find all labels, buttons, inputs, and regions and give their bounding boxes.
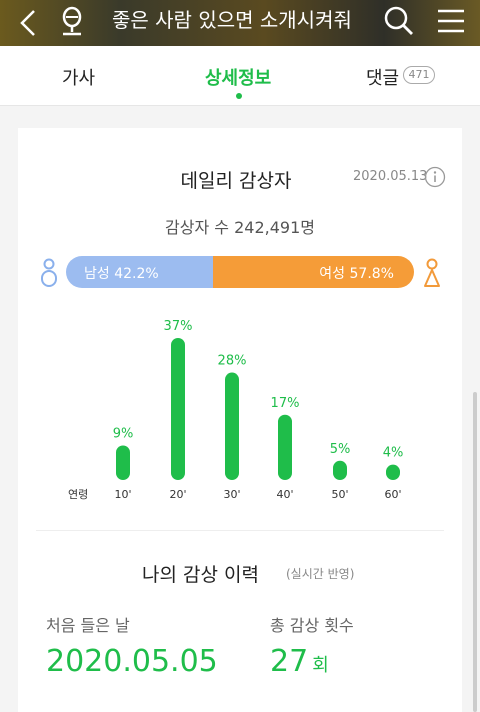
age-percent-label: 4% bbox=[383, 446, 404, 461]
comment-count-badge: 471 bbox=[403, 66, 435, 84]
active-tab-indicator bbox=[236, 93, 242, 99]
history-title: 나의 감상 이력 bbox=[142, 564, 259, 586]
age-bar-30 bbox=[225, 372, 239, 480]
age-bar-20 bbox=[171, 338, 185, 480]
male-icon bbox=[41, 258, 57, 287]
history-subtitle: (실시간 반영) bbox=[286, 567, 355, 581]
scrollbar[interactable] bbox=[473, 392, 477, 712]
age-bar-10 bbox=[116, 445, 130, 480]
stats-date: 2020.05.13 bbox=[353, 169, 428, 184]
gender-ratio-bar: 남성 42.2% 여성 57.8% bbox=[66, 256, 414, 288]
back-icon[interactable] bbox=[14, 6, 44, 40]
age-bar-50 bbox=[333, 460, 347, 480]
total-listens-count: 27 bbox=[270, 644, 309, 679]
female-ratio-label: 여성 57.8% bbox=[319, 266, 394, 282]
age-category-label: 10' bbox=[114, 488, 131, 501]
age-category-label: 60' bbox=[384, 488, 401, 501]
age-percent-label: 17% bbox=[271, 396, 300, 411]
age-percent-label: 9% bbox=[113, 426, 134, 441]
daily-listeners-title: 데일리 감상자 bbox=[180, 170, 292, 192]
age-percent-label: 37% bbox=[164, 319, 193, 334]
age-category-label: 40' bbox=[276, 488, 293, 501]
age-category-label: 50' bbox=[331, 488, 348, 501]
song-title: 좋은 사람 있으면 소개시켜줘 bbox=[112, 8, 352, 32]
tab-comments[interactable]: 댓글 bbox=[366, 68, 400, 89]
age-axis-label: 연령 bbox=[68, 488, 88, 501]
male-segment: 남성 42.2% bbox=[66, 256, 213, 288]
first-listen-label: 처음 들은 날 bbox=[46, 616, 130, 635]
menu-icon[interactable] bbox=[436, 7, 466, 35]
total-listens-value: 27 회 bbox=[270, 644, 329, 679]
search-icon[interactable] bbox=[383, 5, 415, 37]
age-bar-60 bbox=[386, 464, 400, 480]
age-distribution-chart: 연령 9% 10' 37% 20' 28% 30' 17% 40' 5% 50' 4% 60' bbox=[68, 319, 404, 501]
microphone-icon[interactable] bbox=[58, 4, 86, 40]
tab-detail[interactable]: 상세정보 bbox=[205, 68, 272, 89]
info-icon[interactable] bbox=[424, 166, 446, 188]
age-category-label: 30' bbox=[223, 488, 240, 501]
daily-listeners-card: 데일리 감상자 2020.05.13 감상자 수 242,491명 남성 42.… bbox=[18, 128, 462, 712]
first-listen-date: 2020.05.05 bbox=[46, 644, 218, 679]
total-listens-unit: 회 bbox=[312, 655, 329, 676]
tab-lyrics[interactable]: 가사 bbox=[62, 68, 96, 89]
female-icon bbox=[424, 258, 440, 287]
age-bar-40 bbox=[278, 414, 292, 480]
total-listens-label: 총 감상 횟수 bbox=[270, 616, 354, 635]
age-percent-label: 5% bbox=[330, 442, 351, 457]
male-ratio-label: 남성 42.2% bbox=[84, 266, 159, 282]
section-divider bbox=[36, 530, 444, 531]
tab-bar: 가사 상세정보 댓글 471 bbox=[0, 46, 480, 106]
age-category-label: 20' bbox=[169, 488, 186, 501]
age-percent-label: 28% bbox=[218, 354, 247, 369]
listener-count: 감상자 수 242,491명 bbox=[165, 218, 315, 237]
top-bar: 좋은 사람 있으면 소개시켜줘 bbox=[0, 0, 480, 46]
female-segment: 여성 57.8% bbox=[212, 256, 414, 288]
